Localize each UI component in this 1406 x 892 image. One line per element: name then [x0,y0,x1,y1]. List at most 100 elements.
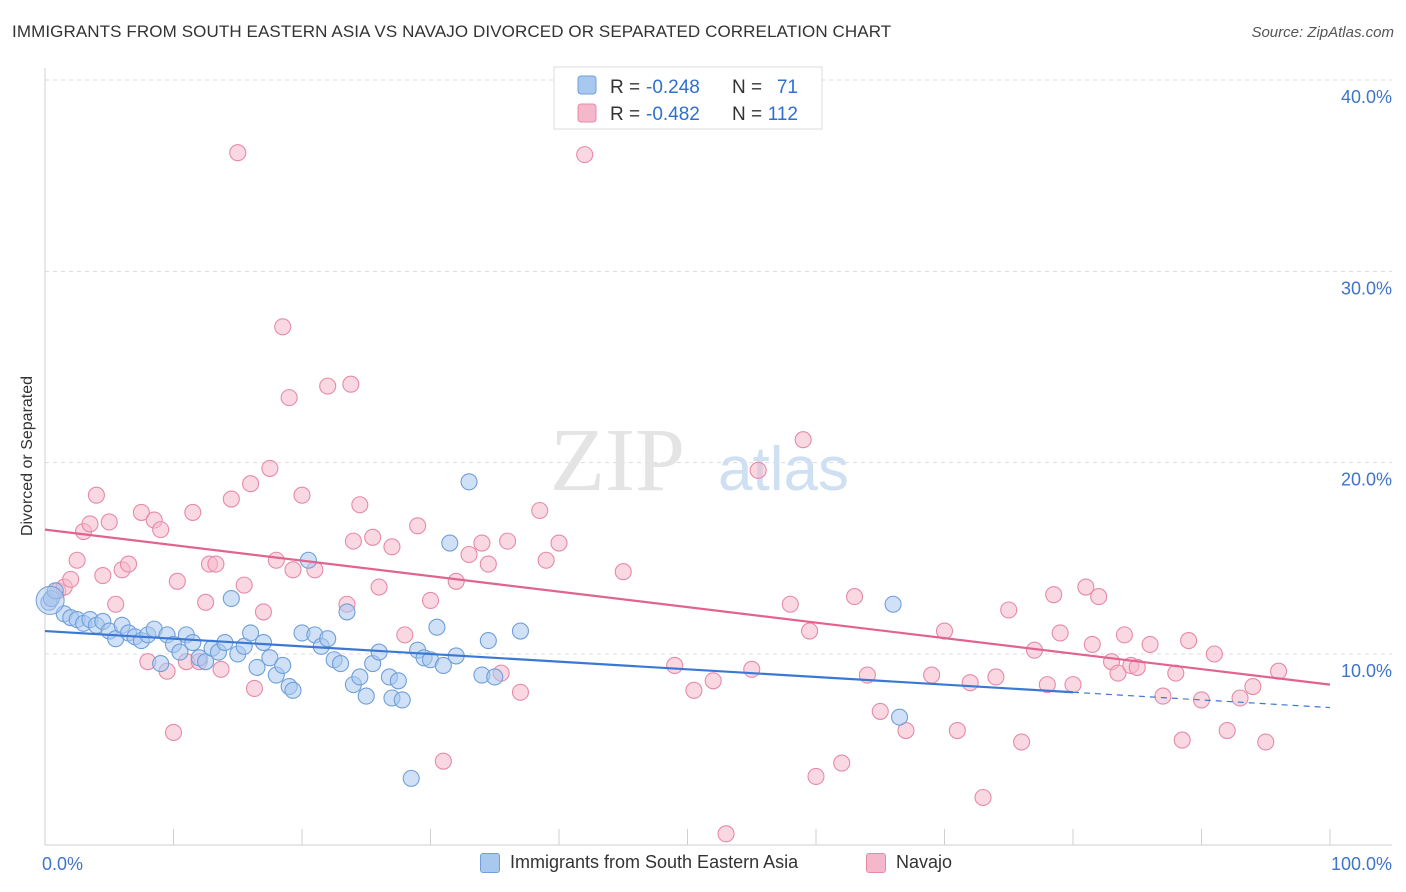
sea-point-57 [402,769,420,787]
navajo-point-93 [1083,635,1101,653]
sea-point-44 [319,630,337,648]
navajo-point-32 [254,603,273,621]
stats-r-label-blue: R = [610,77,640,98]
navajo-point-7 [87,486,105,504]
navajo-point-60 [537,551,555,569]
navajo-point-30 [242,475,260,493]
navajo-point-35 [274,318,292,336]
navajo-point-97 [1115,626,1133,644]
navajo-point-106 [1205,645,1223,663]
navajo-point-6 [81,515,99,533]
legend-swatch-pink [866,852,886,873]
navajo-point-69 [749,461,767,479]
navajo-point-70 [781,595,799,613]
sea-point-62 [434,656,452,675]
legend-item-sea: Immigrants from South Eastern Asia [480,852,798,873]
navajo-point-71 [794,431,812,449]
navajo-point-68 [743,660,761,678]
sea-point-35 [261,649,279,667]
navajo-point-29 [235,576,253,594]
navajo-point-8 [94,567,112,585]
navajo-point-33 [261,459,279,477]
chart-title: IMMIGRANTS FROM SOUTH EASTERN ASIA VS NA… [12,22,892,41]
navajo-point-62 [576,146,594,164]
navajo-point-21 [184,503,202,521]
watermark-atlas: atlas [718,435,849,504]
navajo-point-31 [245,679,264,697]
sea-trend-line [44,629,1074,694]
navajo-point-75 [845,588,864,606]
sea-point-56 [393,691,411,709]
stats-r-label-pink: R = [610,104,640,125]
navajo-point-73 [807,767,825,786]
navajo-point-94 [1090,588,1108,606]
sea-point-21 [171,643,189,661]
y-tick-label-2: 30.0% [1341,278,1392,298]
sea-point-34 [254,633,273,652]
sea-point-23 [184,633,202,652]
navajo-point-16 [152,521,170,539]
sea-point-63 [441,534,459,552]
navajo-point-10 [107,595,125,613]
navajo-point-61 [550,534,568,552]
stats-n-label-pink: N = [732,104,762,125]
navajo-point-44 [351,496,369,514]
y-tick-label-3: 40.0% [1341,87,1392,107]
sea-trend-extension [1072,691,1331,709]
x-tick-label-min: 0.0% [42,854,83,874]
stats-n-label-blue: N = [732,77,762,98]
navajo-point-38 [293,486,311,504]
navajo-point-59 [531,501,549,520]
navajo-point-83 [974,788,992,807]
navajo-point-43 [344,532,362,550]
navajo-point-27 [222,490,240,508]
sea-point-37 [274,656,292,675]
navajo-point-85 [1000,601,1018,619]
navajo-point-89 [1045,586,1063,604]
sea-cluster-point [35,585,65,615]
sea-point-46 [331,655,350,673]
stats-swatch-pink [577,103,597,123]
sea-point-71 [890,708,909,726]
navajo-point-48 [396,626,414,644]
navajo-point-52 [447,572,465,590]
y-tick-label-1: 20.0% [1341,470,1392,490]
stats-n-value-pink: 112 [768,104,798,125]
sea-point-69 [511,622,530,640]
sea-point-33 [248,658,266,676]
navajo-trend-line [44,528,1331,686]
navajo-point-3 [62,570,80,588]
navajo-point-50 [421,591,440,609]
source-label: Source: ZipAtlas.com [1251,24,1394,41]
navajo-point-28 [229,144,247,162]
navajo-point-58 [511,683,530,701]
navajo-point-99 [1128,658,1146,676]
navajo-point-40 [319,377,337,395]
navajo-point-67 [717,825,735,843]
sea-point-50 [357,687,375,705]
trend-lines [44,528,1331,709]
navajo-point-109 [1244,677,1262,696]
navajo-point-23 [197,593,215,611]
sea-point-18 [152,655,170,673]
navajo-point-25 [207,555,225,573]
navajo-point-100 [1141,635,1159,653]
navajo-point-96 [1109,664,1127,682]
navajo-point-13 [132,503,150,521]
navajo-point-53 [460,545,478,564]
navajo-point-86 [1013,733,1031,751]
stats-legend-box [553,66,823,130]
navajo-point-34 [267,551,285,569]
navajo-point-107 [1218,721,1236,740]
sea-point-61 [428,618,446,636]
navajo-point-47 [383,538,401,556]
navajo-point-110 [1257,733,1275,751]
navajo-point-84 [987,668,1005,686]
legend-label-navajo: Navajo [896,852,953,872]
navajo-point-49 [409,517,427,535]
watermark: ZIP atlas [550,411,849,510]
navajo-point-51 [434,752,452,770]
navajo-point-9 [100,513,118,531]
navajo-point-103 [1173,731,1191,749]
